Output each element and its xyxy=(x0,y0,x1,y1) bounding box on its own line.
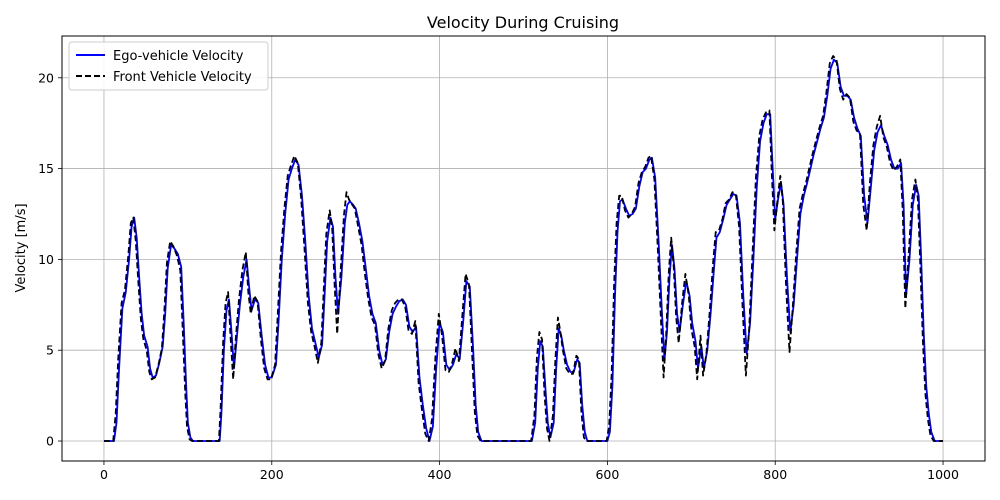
x-tick-label-400: 400 xyxy=(428,467,452,482)
y-axis-label: Velocity [m/s] xyxy=(14,203,29,292)
grid-lines xyxy=(62,36,985,461)
y-tick-label-10: 10 xyxy=(38,252,54,267)
plot-frame xyxy=(61,35,986,462)
chart-title: Velocity During Cruising xyxy=(427,13,619,32)
x-tick-label-200: 200 xyxy=(260,467,284,482)
x-tick-label-600: 600 xyxy=(595,467,619,482)
series-line-1 xyxy=(104,55,943,442)
y-tick-label-5: 5 xyxy=(46,343,54,358)
x-axis: 0 200 400 600 800 1000 xyxy=(100,461,959,482)
y-tick-label-20: 20 xyxy=(38,70,54,85)
x-tick-label-0: 0 xyxy=(100,467,108,482)
series-line-0 xyxy=(104,58,943,442)
legend-box xyxy=(68,41,269,91)
legend-label-ego: Ego-vehicle Velocity xyxy=(113,49,244,64)
y-tick-label-0: 0 xyxy=(46,434,54,449)
legend: Ego-vehicle Velocity Front Vehicle Veloc… xyxy=(68,41,269,91)
legend-label-front: Front Vehicle Velocity xyxy=(113,70,252,85)
y-axis: 0 5 10 15 20 xyxy=(38,70,62,449)
x-tick-label-800: 800 xyxy=(763,467,787,482)
x-tick-label-1000: 1000 xyxy=(927,467,959,482)
y-tick-label-15: 15 xyxy=(38,161,54,176)
series-group xyxy=(104,55,943,442)
